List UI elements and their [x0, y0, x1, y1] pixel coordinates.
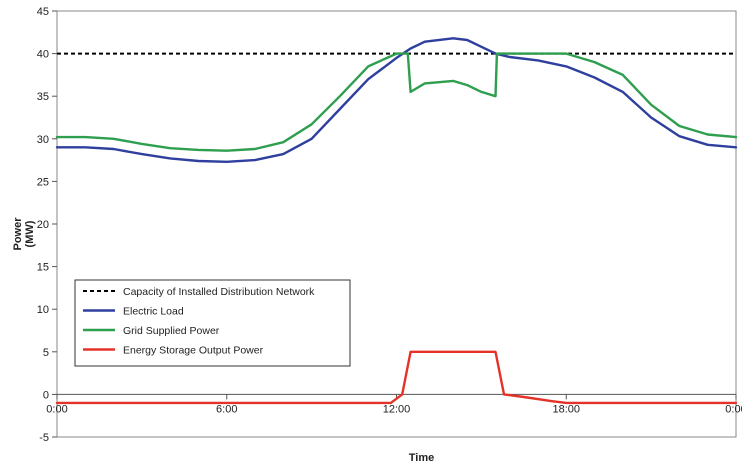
- y-tick-label: 30: [37, 134, 49, 146]
- y-tick-label: 0: [43, 389, 49, 401]
- x-tick-label: 0:00: [46, 403, 67, 415]
- y-axis-title-line: (MW): [24, 220, 36, 247]
- y-tick-label: 10: [37, 304, 49, 316]
- y-tick-label: 35: [37, 91, 49, 103]
- y-axis-title: Power(MW): [12, 217, 36, 251]
- legend-label-electric-load: Electric Load: [123, 306, 184, 318]
- y-tick-label: 40: [37, 49, 49, 61]
- plot-area-frame: [56, 10, 737, 438]
- legend-label-capacity-of-installed-distribution-network: Capacity of Installed Distribution Netwo…: [123, 286, 315, 298]
- x-axis-title: Time: [409, 452, 434, 464]
- y-tick-label: 45: [37, 6, 49, 18]
- y-tick-label: 5: [43, 347, 49, 359]
- x-tick-label: 6:00: [216, 403, 237, 415]
- x-tick-label: 0:00: [725, 403, 742, 415]
- x-tick-label: 18:00: [552, 403, 580, 415]
- y-tick-label: 15: [37, 262, 49, 274]
- y-tick-label: 20: [37, 219, 49, 231]
- legend-box: [74, 279, 351, 367]
- series-line-energy-storage-output-power: [55, 350, 738, 405]
- legend-label-energy-storage-output-power: Energy Storage Output Power: [123, 345, 264, 357]
- y-tick-label: -5: [39, 432, 49, 444]
- x-tick-label: 12:00: [383, 403, 411, 415]
- series-line-grid-supplied-power: [55, 52, 738, 152]
- y-axis-title-line: Power: [12, 217, 24, 251]
- series-line-electric-load: [55, 37, 738, 163]
- y-tick-label: 25: [37, 176, 49, 188]
- legend-label-grid-supplied-power: Grid Supplied Power: [123, 325, 220, 337]
